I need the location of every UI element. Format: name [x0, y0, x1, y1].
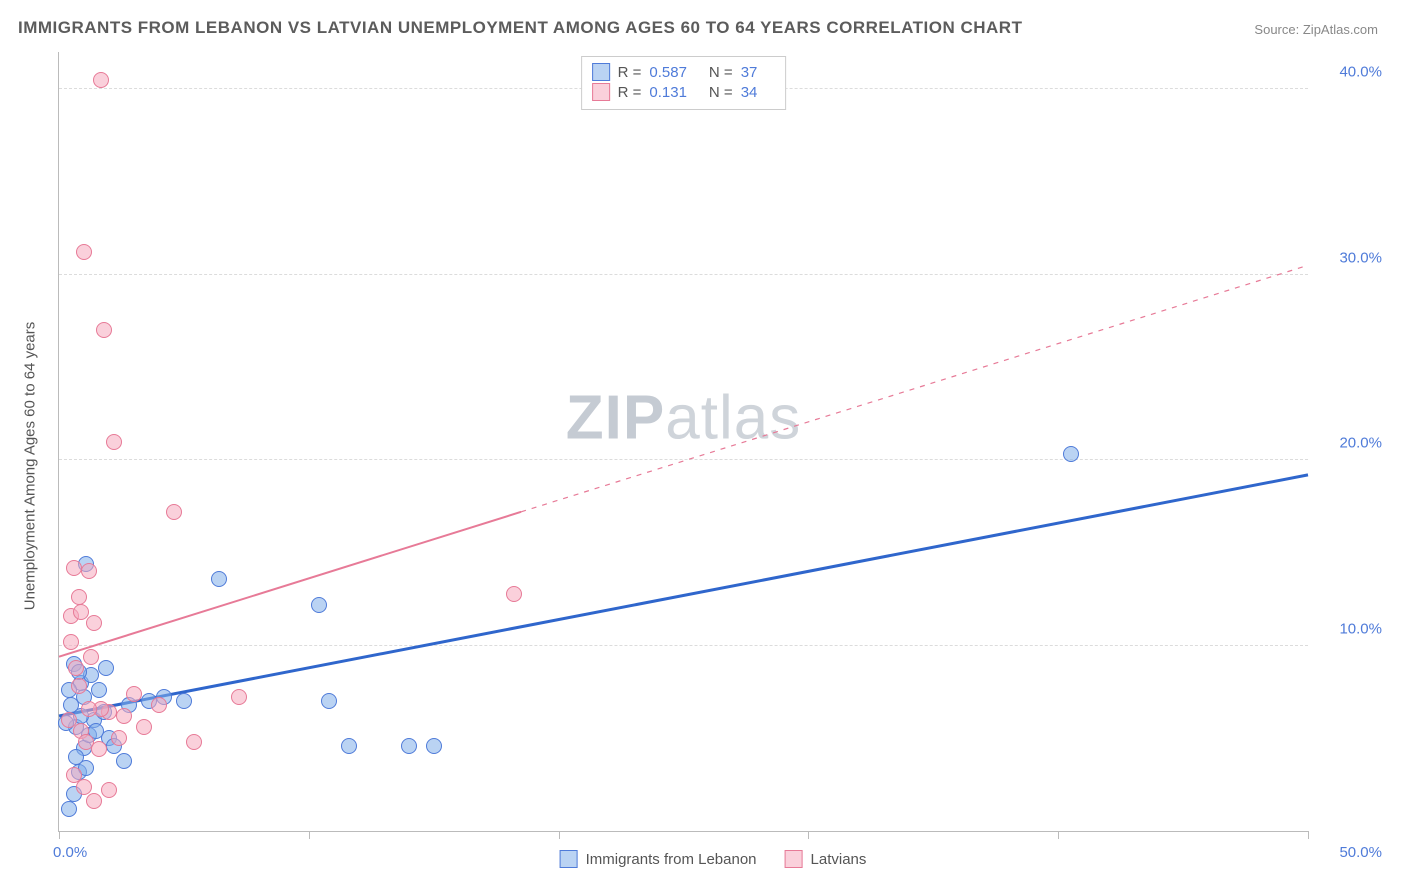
y-tick-label: 20.0%: [1339, 435, 1382, 452]
data-point[interactable]: [91, 741, 107, 757]
y-tick-label: 10.0%: [1339, 620, 1382, 637]
data-point[interactable]: [96, 322, 112, 338]
x-tick-label: 50.0%: [1339, 844, 1382, 861]
data-point[interactable]: [98, 660, 114, 676]
data-point[interactable]: [401, 738, 417, 754]
data-point[interactable]: [83, 649, 99, 665]
n-label: N =: [709, 64, 733, 81]
data-point[interactable]: [231, 689, 247, 705]
data-point[interactable]: [61, 801, 77, 817]
data-point[interactable]: [126, 686, 142, 702]
source-link[interactable]: ZipAtlas.com: [1303, 22, 1378, 37]
data-point[interactable]: [76, 779, 92, 795]
data-point[interactable]: [341, 738, 357, 754]
swatch-pink: [785, 850, 803, 868]
x-tick-label: 0.0%: [53, 844, 87, 861]
legend-label: Immigrants from Lebanon: [586, 851, 757, 868]
data-point[interactable]: [136, 719, 152, 735]
r-value: 0.131: [649, 84, 687, 101]
n-label: N =: [709, 84, 733, 101]
trend-lines: [59, 52, 1308, 831]
data-point[interactable]: [86, 793, 102, 809]
data-point[interactable]: [311, 597, 327, 613]
data-point[interactable]: [151, 697, 167, 713]
data-point[interactable]: [1063, 446, 1079, 462]
swatch-blue: [592, 63, 610, 81]
data-point[interactable]: [166, 504, 182, 520]
data-point[interactable]: [71, 678, 87, 694]
data-point[interactable]: [101, 782, 117, 798]
data-point[interactable]: [116, 753, 132, 769]
data-point[interactable]: [76, 244, 92, 260]
y-tick-label: 30.0%: [1339, 249, 1382, 266]
legend-correlation: R = 0.587 N = 37 R = 0.131 N = 34: [581, 56, 787, 110]
trend-dashed: [521, 265, 1308, 512]
plot-area: ZIPatlas R = 0.587 N = 37 R = 0.131 N = …: [58, 52, 1308, 832]
data-point[interactable]: [71, 589, 87, 605]
n-value: 34: [741, 84, 758, 101]
data-point[interactable]: [176, 693, 192, 709]
legend-series: Immigrants from Lebanon Latvians: [560, 850, 867, 868]
legend-row-blue: R = 0.587 N = 37: [592, 63, 772, 81]
trend-solid: [59, 512, 521, 657]
data-point[interactable]: [506, 586, 522, 602]
r-value: 0.587: [649, 64, 687, 81]
x-tick: [808, 831, 809, 839]
data-point[interactable]: [426, 738, 442, 754]
data-point[interactable]: [93, 72, 109, 88]
source-label: Source:: [1254, 22, 1299, 37]
data-point[interactable]: [63, 634, 79, 650]
r-label: R =: [618, 84, 642, 101]
legend-label: Latvians: [811, 851, 867, 868]
x-tick: [59, 831, 60, 839]
x-tick: [1308, 831, 1309, 839]
swatch-blue: [560, 850, 578, 868]
x-tick: [309, 831, 310, 839]
data-point[interactable]: [86, 615, 102, 631]
data-point[interactable]: [68, 660, 84, 676]
legend-item-lebanon[interactable]: Immigrants from Lebanon: [560, 850, 757, 868]
chart-title: IMMIGRANTS FROM LEBANON VS LATVIAN UNEMP…: [18, 18, 1022, 38]
data-point[interactable]: [106, 434, 122, 450]
trend-solid: [59, 475, 1308, 716]
data-point[interactable]: [91, 682, 107, 698]
legend-row-pink: R = 0.131 N = 34: [592, 83, 772, 101]
data-point[interactable]: [211, 571, 227, 587]
legend-item-latvians[interactable]: Latvians: [785, 850, 867, 868]
data-point[interactable]: [81, 563, 97, 579]
data-point[interactable]: [321, 693, 337, 709]
source-attribution: Source: ZipAtlas.com: [1254, 22, 1378, 37]
x-tick: [559, 831, 560, 839]
y-axis-label: Unemployment Among Ages 60 to 64 years: [22, 322, 39, 611]
data-point[interactable]: [73, 604, 89, 620]
data-point[interactable]: [116, 708, 132, 724]
n-value: 37: [741, 64, 758, 81]
chart-container: Unemployment Among Ages 60 to 64 years Z…: [38, 52, 1388, 880]
swatch-pink: [592, 83, 610, 101]
data-point[interactable]: [81, 701, 97, 717]
data-point[interactable]: [66, 560, 82, 576]
data-point[interactable]: [186, 734, 202, 750]
data-point[interactable]: [111, 730, 127, 746]
r-label: R =: [618, 64, 642, 81]
x-tick: [1058, 831, 1059, 839]
y-tick-label: 40.0%: [1339, 64, 1382, 81]
